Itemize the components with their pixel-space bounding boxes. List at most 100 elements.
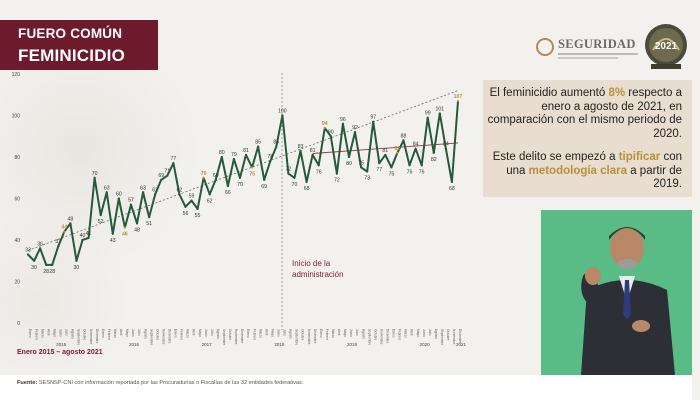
data-label: 83 <box>298 144 304 150</box>
x-tick-label: Abril <box>46 329 50 336</box>
x-tick-label: Diciembre <box>167 329 171 344</box>
data-point <box>202 176 205 179</box>
data-label: 76 <box>407 169 413 175</box>
title-line1: FUERO COMÚN <box>18 26 123 41</box>
x-tick-label: Agosto <box>216 329 220 339</box>
data-point <box>190 199 193 202</box>
title-banner: FUERO COMÚN FEMINICIDIO <box>0 20 158 70</box>
title-line2: FEMINICIDIO <box>18 46 126 65</box>
x-tick-label: Septiembre <box>295 329 299 346</box>
data-point <box>45 263 48 266</box>
data-point <box>420 164 423 167</box>
data-label: 76 <box>419 169 425 175</box>
seguridad-logo: SEGURIDAD <box>536 36 638 64</box>
source-note: Fuente: SESNSP-CNI con información repor… <box>17 380 304 386</box>
data-point <box>335 172 338 175</box>
data-label: 72 <box>286 167 292 173</box>
data-point <box>287 172 290 175</box>
x-tick-label: Octubre <box>446 329 450 341</box>
interpreter-figure <box>581 227 675 375</box>
info-panel: El feminicidio aumentó 8% respecto a ene… <box>483 80 692 197</box>
x-tick-label: Febrero <box>180 329 184 340</box>
x-tick-label: Agosto <box>361 329 365 339</box>
data-label: 52 <box>98 219 104 225</box>
year-label: 2015 <box>56 342 67 347</box>
x-tick-label: Marzo <box>186 329 190 338</box>
x-tick-label: Mayo <box>270 329 274 337</box>
data-point <box>87 236 90 240</box>
data-label: 48 <box>68 216 74 222</box>
data-point <box>148 216 151 219</box>
x-tick-label: Septiembre <box>367 329 371 346</box>
data-point <box>214 178 217 181</box>
data-label: 78 <box>267 154 273 160</box>
data-point <box>426 116 429 119</box>
data-label: 70 <box>237 182 243 188</box>
x-tick-label: Febrero <box>252 329 256 340</box>
year-label: 2017 <box>202 342 213 347</box>
x-tick-label: Marzo <box>40 329 44 338</box>
data-label: 30 <box>31 265 37 271</box>
x-tick-label: Mayo <box>125 329 129 337</box>
info-paragraph-1: El feminicidio aumentó 8% respecto a ene… <box>487 87 682 140</box>
x-tick-label: Enero <box>101 329 105 338</box>
data-point <box>414 147 417 150</box>
data-point <box>226 184 229 188</box>
y-tick-label: 20 <box>14 280 20 286</box>
data-label: 100 <box>278 109 287 115</box>
x-tick-label: Noviembre <box>307 329 311 345</box>
trend-line-after <box>312 142 459 154</box>
data-label: 81 <box>243 148 249 154</box>
x-tick-label: Noviembre <box>89 329 93 345</box>
y-tick-label: 60 <box>14 197 20 203</box>
data-point <box>323 126 326 130</box>
data-label: 60 <box>116 192 122 198</box>
data-point <box>238 176 242 179</box>
data-point <box>208 193 211 196</box>
x-tick-label: Octubre <box>373 329 377 341</box>
data-point <box>456 99 460 103</box>
data-point <box>129 203 133 206</box>
data-label: 73 <box>364 176 370 182</box>
data-label: 69 <box>213 173 219 179</box>
data-label: 62 <box>152 187 158 193</box>
data-label: 33 <box>25 248 31 254</box>
data-label: 88 <box>401 133 407 139</box>
data-point <box>75 259 78 262</box>
y-tick-label: 100 <box>12 114 21 120</box>
data-point <box>172 162 175 165</box>
data-point <box>402 139 405 142</box>
data-point <box>244 153 248 157</box>
sign-language-interpreter-video <box>541 210 692 375</box>
data-label: 75 <box>358 160 364 166</box>
data-point <box>432 151 435 154</box>
x-tick-label: Junio <box>277 329 281 337</box>
x-tick-label: Abril <box>264 329 268 336</box>
data-point <box>232 157 236 161</box>
data-point <box>293 176 296 179</box>
data-label: 41 <box>86 231 92 237</box>
data-point <box>450 180 454 183</box>
data-label: 57 <box>128 198 134 204</box>
date-range-label: Enero 2015 – agosto 2021 <box>17 349 103 356</box>
data-point <box>305 180 308 183</box>
data-point <box>317 164 320 167</box>
data-label: 68 <box>304 186 310 192</box>
x-tick-label: Abril <box>119 329 123 336</box>
data-label: 99 <box>425 111 431 117</box>
data-point <box>135 222 139 225</box>
data-point <box>99 214 102 217</box>
year-2021-badge-logo: 2021 <box>645 24 687 69</box>
data-label: 55 <box>195 213 201 219</box>
data-label: 36 <box>37 241 43 247</box>
x-tick-label: Febrero <box>398 329 402 340</box>
data-label: 75 <box>388 171 394 177</box>
x-tick-label: Agosto <box>434 329 438 339</box>
x-tick-label: Octubre <box>155 329 159 341</box>
data-point <box>353 131 357 134</box>
data-label: 77 <box>376 167 382 173</box>
x-tick-label: Octubre <box>83 329 87 341</box>
data-label: 51 <box>146 221 152 227</box>
data-label: 81 <box>382 148 388 154</box>
